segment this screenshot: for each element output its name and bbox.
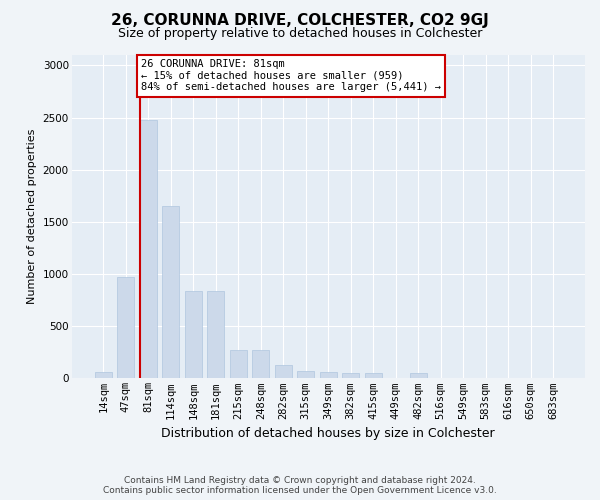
Bar: [230, 350, 247, 378]
Y-axis label: Number of detached properties: Number of detached properties: [27, 129, 37, 304]
Bar: [365, 373, 382, 378]
Bar: [140, 120, 157, 378]
Bar: [208, 291, 224, 378]
Bar: [320, 372, 337, 378]
Bar: [118, 277, 134, 378]
Bar: [163, 206, 179, 378]
Text: 26, CORUNNA DRIVE, COLCHESTER, CO2 9GJ: 26, CORUNNA DRIVE, COLCHESTER, CO2 9GJ: [111, 12, 489, 28]
Bar: [410, 373, 427, 378]
X-axis label: Distribution of detached houses by size in Colchester: Distribution of detached houses by size …: [161, 427, 495, 440]
Text: 26 CORUNNA DRIVE: 81sqm
← 15% of detached houses are smaller (959)
84% of semi-d: 26 CORUNNA DRIVE: 81sqm ← 15% of detache…: [141, 59, 441, 92]
Bar: [185, 291, 202, 378]
Bar: [298, 370, 314, 378]
Text: Contains HM Land Registry data © Crown copyright and database right 2024.
Contai: Contains HM Land Registry data © Crown c…: [103, 476, 497, 495]
Bar: [95, 372, 112, 378]
Bar: [275, 365, 292, 378]
Text: Size of property relative to detached houses in Colchester: Size of property relative to detached ho…: [118, 28, 482, 40]
Bar: [343, 372, 359, 378]
Bar: [253, 350, 269, 378]
